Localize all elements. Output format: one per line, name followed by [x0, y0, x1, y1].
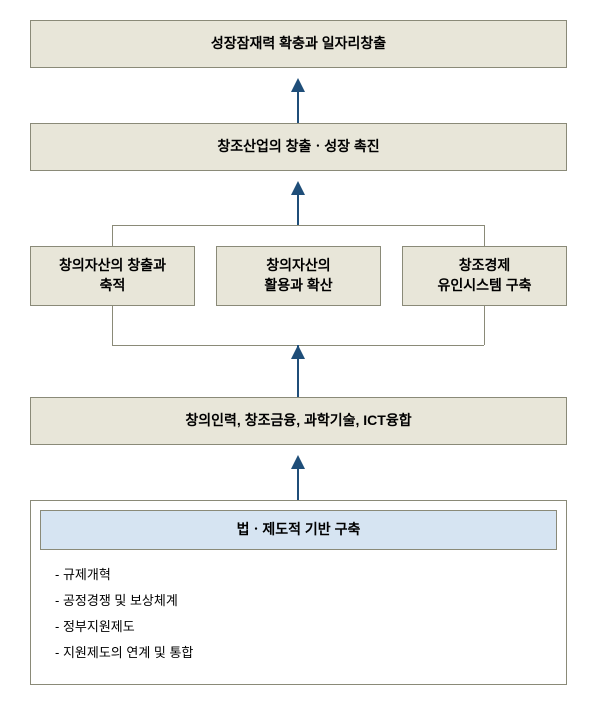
arrow-stem	[297, 90, 299, 123]
connector-line	[112, 225, 484, 226]
list-item: 정부지원제도	[55, 614, 193, 640]
node-second-label: 창조산업의 창출ㆍ성장 촉진	[217, 137, 379, 157]
node-mid-right: 창조경제 유인시스템 구축	[402, 246, 567, 306]
arrow-stem	[297, 467, 299, 500]
list-item: 지원제도의 연계 및 통합	[55, 640, 193, 666]
connector-line	[112, 306, 113, 345]
arrow-up-icon	[291, 345, 305, 359]
arrow-stem	[297, 193, 299, 225]
node-fourth: 창의인력, 창조금융, 과학기술, ICT융합	[30, 397, 567, 445]
node-top-label: 성장잠재력 확충과 일자리창출	[211, 34, 386, 54]
node-mid-center: 창의자산의 활용과 확산	[216, 246, 381, 306]
list-item: 규제개혁	[55, 562, 193, 588]
node-fifth-header: 법ㆍ제도적 기반 구축	[40, 510, 557, 550]
node-fourth-label: 창의인력, 창조금융, 과학기술, ICT융합	[185, 411, 411, 431]
node-mid-right-label: 창조경제 유인시스템 구축	[437, 256, 531, 295]
legal-basis-list: 규제개혁 공정경쟁 및 보상체계 정부지원제도 지원제도의 연계 및 통합	[55, 562, 193, 666]
connector-line	[484, 225, 485, 246]
node-top: 성장잠재력 확충과 일자리창출	[30, 20, 567, 68]
list-item: 공정경쟁 및 보상체계	[55, 588, 193, 614]
node-mid-left-label: 창의자산의 창출과 축적	[59, 256, 166, 295]
node-mid-left: 창의자산의 창출과 축적	[30, 246, 195, 306]
connector-line	[112, 225, 113, 246]
connector-line	[484, 306, 485, 345]
node-second: 창조산업의 창출ㆍ성장 촉진	[30, 123, 567, 171]
node-mid-center-label: 창의자산의 활용과 확산	[264, 256, 332, 295]
node-fifth-label: 법ㆍ제도적 기반 구축	[237, 520, 361, 540]
